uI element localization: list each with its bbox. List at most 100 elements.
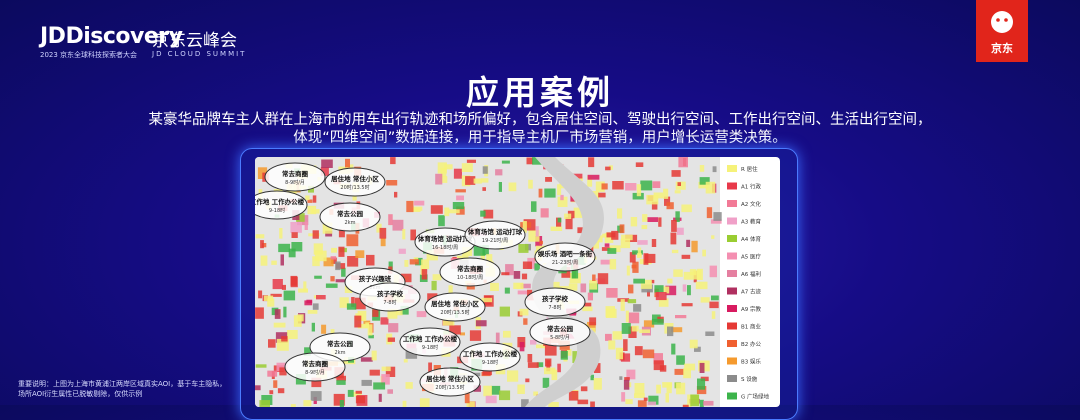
land-block: [481, 178, 489, 183]
land-block: [518, 244, 529, 253]
land-block: [628, 312, 640, 324]
land-block: [521, 399, 529, 407]
land-block: [369, 369, 380, 376]
annotation-title: 常去商圈: [282, 169, 309, 178]
land-block: [580, 386, 588, 392]
land-block: [278, 243, 291, 253]
land-block: [608, 165, 613, 170]
land-block: [368, 334, 374, 339]
land-block: [678, 157, 688, 168]
land-block: [629, 252, 636, 263]
legend-swatch: [727, 287, 737, 295]
land-block: [466, 401, 475, 407]
land-block: [640, 180, 653, 191]
land-block: [659, 365, 667, 372]
land-block: [376, 223, 382, 233]
land-block: [281, 336, 288, 342]
land-block: [344, 286, 353, 293]
land-block: [304, 347, 311, 356]
annotation-sub: 9-18时: [482, 359, 498, 366]
land-block: [522, 221, 527, 233]
annotation-bubble: [284, 352, 346, 382]
land-block: [455, 189, 466, 193]
land-block: [335, 261, 341, 271]
land-block: [650, 279, 655, 284]
land-block: [687, 285, 691, 296]
land-block: [469, 330, 482, 341]
land-block: [665, 393, 669, 403]
land-block: [713, 212, 722, 221]
land-block: [505, 264, 514, 276]
land-block: [643, 253, 649, 265]
land-block: [625, 183, 637, 191]
land-block: [606, 288, 618, 298]
land-block: [499, 390, 511, 401]
land-block: [464, 391, 470, 404]
land-block: [703, 400, 714, 406]
land-block: [642, 349, 655, 359]
land-block: [406, 200, 414, 213]
land-block: [296, 213, 305, 222]
land-block: [671, 327, 683, 333]
land-block: [290, 276, 298, 288]
land-block: [459, 332, 465, 336]
land-block: [637, 240, 648, 245]
land-block: [642, 214, 648, 222]
land-block: [338, 229, 345, 238]
land-block: [325, 283, 338, 288]
legend-label: A3 教育: [741, 218, 762, 226]
land-block: [550, 226, 563, 231]
annotation-bubble: [534, 242, 596, 272]
land-block: [589, 317, 597, 326]
legend-label: A9 宗教: [741, 305, 762, 313]
jd-logo[interactable]: 京东: [976, 0, 1028, 62]
land-block: [480, 210, 486, 217]
land-block: [473, 178, 482, 184]
land-block: [439, 176, 448, 183]
land-block: [351, 297, 355, 307]
land-block: [620, 353, 631, 362]
land-block: [261, 395, 273, 405]
land-block: [620, 238, 631, 249]
land-block: [676, 382, 686, 395]
land-block: [658, 298, 669, 307]
land-block: [702, 249, 706, 257]
land-block: [648, 395, 659, 405]
land-block: [652, 181, 661, 188]
land-block: [401, 273, 412, 283]
land-block: [485, 395, 497, 404]
legend-label: B2 办公: [741, 340, 762, 348]
land-block: [482, 166, 488, 174]
land-block: [421, 269, 428, 280]
land-block: [531, 201, 537, 212]
land-block: [437, 162, 447, 174]
legend-label: A7 古迹: [741, 288, 762, 296]
land-block: [542, 377, 550, 388]
land-block: [501, 160, 510, 164]
land-block: [699, 177, 710, 185]
land-block: [550, 281, 560, 288]
land-block: [653, 360, 664, 371]
land-block: [572, 351, 580, 363]
land-block: [612, 331, 623, 340]
land-block: [587, 321, 596, 332]
land-block: [653, 192, 664, 199]
land-block: [330, 276, 335, 282]
land-block: [461, 163, 473, 172]
legend-label: A5 医疗: [741, 253, 762, 261]
land-block: [277, 388, 285, 394]
land-block: [640, 279, 652, 289]
land-block: [312, 256, 320, 267]
land-block: [465, 176, 476, 185]
legend-swatch: [727, 200, 737, 207]
land-block: [527, 354, 533, 363]
land-block: [371, 350, 377, 361]
footnote: 重要说明：上图为上海市黄浦江两岸区域真实AOI，基于车主隐私，: [18, 380, 227, 388]
land-block: [345, 158, 350, 168]
land-block: [267, 298, 275, 307]
annotation-bubble: [399, 327, 461, 357]
land-block: [565, 217, 573, 230]
land-block: [311, 377, 322, 388]
land-block: [312, 195, 317, 203]
